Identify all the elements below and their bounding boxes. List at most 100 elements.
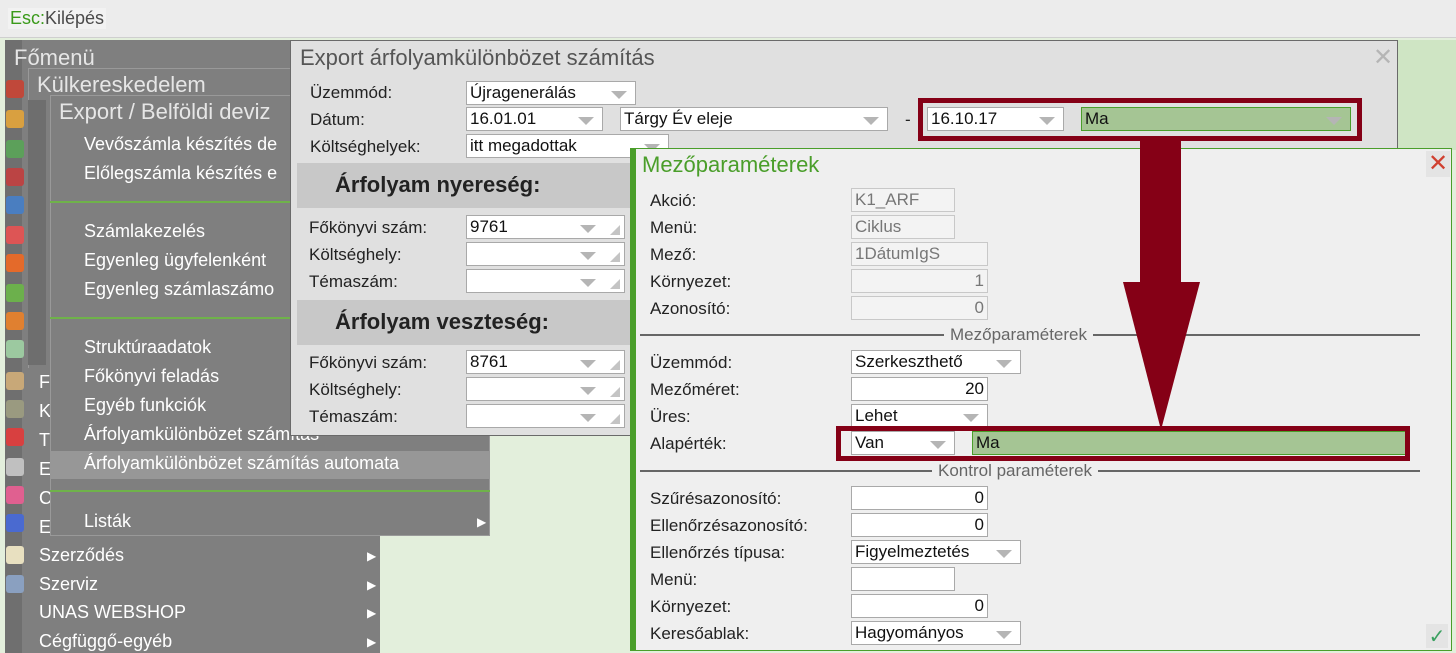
money-icon — [6, 140, 24, 158]
close-icon[interactable]: ✕ — [1373, 44, 1394, 71]
mezomeret-input[interactable]: 20 — [851, 377, 988, 401]
mezo-label: Mező: — [650, 245, 697, 264]
submenu-column — [28, 100, 46, 365]
veszteseg-koltseghely-select[interactable] — [466, 377, 625, 401]
temaszam-label: Témaszám: — [309, 272, 398, 291]
menu-separator — [50, 490, 490, 492]
main-menu-title: Főmenü — [14, 45, 95, 70]
background-area — [1397, 40, 1456, 150]
nyereseg-koltseghely-select[interactable] — [466, 242, 625, 266]
fokonyvi-label: Főkönyvi szám: — [309, 353, 428, 372]
menu-separator — [50, 201, 490, 203]
submenu-item-selected[interactable]: Árfolyamkülönbözet számítás automata — [84, 453, 400, 473]
uzemmod-label: Üzemmód: — [310, 83, 393, 102]
ures-label: Üres: — [650, 407, 691, 426]
tools-icon — [6, 575, 24, 593]
submenu-item-listak[interactable]: Listák — [84, 511, 132, 531]
submenu-item[interactable]: Struktúraadatok — [84, 337, 212, 357]
submenu-item[interactable]: Árfolyamkülönbözet számítás — [84, 424, 320, 444]
dialog-title: Mezőparaméterek — [642, 152, 820, 177]
date-from-select[interactable]: 16.01.01 — [466, 107, 603, 131]
ellenorzesazonosito-input[interactable]: 0 — [851, 513, 988, 537]
person-icon — [6, 486, 24, 504]
section-veszteseg: Árfolyam veszteség: — [297, 300, 630, 345]
book-icon — [6, 254, 24, 272]
keresoablak-select[interactable]: Hagyományos — [851, 621, 1021, 645]
top-bar — [0, 0, 1456, 38]
kornyezet-field: 1 — [851, 269, 988, 293]
close-icon[interactable]: ✕ — [1426, 150, 1450, 177]
submenu-arrow-icon: ▶ — [367, 635, 377, 649]
contract-icon — [6, 546, 24, 564]
kornyezet2-label: Környezet: — [650, 597, 732, 616]
coins-icon — [6, 168, 24, 186]
temaszam-label: Témaszám: — [309, 407, 398, 426]
field-parameters-dialog — [630, 148, 1452, 651]
ures-select[interactable]: Lehet — [851, 404, 988, 428]
submenu-item[interactable]: Vevőszámla készítés de — [84, 134, 278, 154]
main-menu-item[interactable]: E — [39, 517, 52, 537]
uzemmod-select[interactable]: Szerkeszthető — [851, 350, 1021, 374]
submenu-title: Export / Belföldi deviz — [59, 99, 271, 124]
menu-highlight — [50, 451, 490, 479]
menu-label: Menü: — [650, 218, 698, 237]
menu2-input[interactable] — [851, 567, 955, 591]
main-menu-item[interactable]: F — [39, 372, 50, 392]
submenu-item[interactable]: Főkönyvi feladás — [84, 366, 220, 386]
veszteseg-fokonyvi-select[interactable]: 8761 — [466, 350, 625, 374]
basket-icon — [6, 80, 24, 98]
flask-icon — [6, 312, 24, 330]
exit-shortcut[interactable]: Esc:Kilépés — [8, 8, 107, 29]
submenu-item[interactable]: Előlegszámla készítés e — [84, 163, 278, 183]
kornyezet-label: Környezet: — [650, 272, 732, 291]
szuresazonosito-input[interactable]: 0 — [851, 486, 988, 510]
arrow-head — [1123, 282, 1200, 430]
alapertek-label: Alapérték: — [650, 434, 727, 453]
alapertek-value-input[interactable]: Ma — [972, 431, 1405, 455]
uzemmod-select[interactable]: Újragenerálás — [466, 81, 636, 105]
szuresazonosito-label: Szűrésazonosító: — [650, 489, 782, 508]
main-menu-item[interactable]: C — [39, 488, 52, 508]
submenu-item[interactable]: Egyenleg számlaszámo — [84, 279, 275, 299]
nyereseg-temaszam-select[interactable] — [466, 269, 625, 293]
submenu-item[interactable]: Számlakezelés — [84, 221, 206, 241]
nyereseg-fokonyvi-select[interactable]: 9761 — [466, 215, 625, 239]
ellenorzesazonosito-label: Ellenőrzésazonosító: — [650, 516, 808, 535]
alapertek-mode-select[interactable]: Van — [851, 431, 955, 455]
main-menu-item-szerzodes[interactable]: Szerződés — [39, 545, 125, 565]
confirm-check-icon[interactable]: ✓ — [1426, 624, 1448, 648]
exit-label: Kilépés — [45, 8, 105, 28]
akcio-field: K1_ARF — [851, 188, 955, 212]
submenu-item[interactable]: Egyenleg ügyfelenként — [84, 250, 267, 270]
date-dash: - — [905, 110, 911, 129]
main-menu-item-szerviz[interactable]: Szerviz — [39, 574, 99, 594]
main-menu-item-cegfuggo[interactable]: Cégfüggő-egyéb — [39, 631, 173, 651]
section-title: Mezőparaméterek — [944, 325, 1094, 345]
annotation-highlight-box — [836, 426, 1410, 461]
main-menu-item[interactable]: E — [39, 459, 52, 479]
main-menu-item[interactable]: T — [39, 430, 50, 450]
ellenorzes-tipusa-label: Ellenőrzés típusa: — [650, 543, 786, 562]
azonosito-field: 0 — [851, 296, 988, 320]
date-to-preset-select[interactable]: Ma — [1081, 107, 1351, 131]
kornyezet2-input[interactable]: 0 — [851, 594, 988, 618]
cube-icon — [6, 196, 24, 214]
main-menu-item-unas-webshop[interactable]: UNAS WEBSHOP — [39, 602, 187, 622]
submenu-item[interactable]: Egyéb funkciók — [84, 395, 207, 415]
koltseghely-label: Költséghely: — [309, 380, 402, 399]
veszteseg-temaszam-select[interactable] — [466, 404, 625, 428]
annotation-highlight-box — [918, 98, 1362, 141]
ellenorzes-tipusa-select[interactable]: Figyelmeztetés — [851, 540, 1021, 564]
submenu-arrow-icon: ▶ — [477, 515, 487, 529]
main-menu-item[interactable]: K — [39, 401, 52, 421]
submenu-title: Külkereskedelem — [37, 72, 206, 97]
date-to-select[interactable]: 16.10.17 — [927, 107, 1064, 131]
fokonyvi-label: Főkönyvi szám: — [309, 218, 428, 237]
menu-field: Ciklus — [851, 215, 955, 239]
annotation-arrow-icon — [1123, 140, 1200, 430]
date-from-preset-select[interactable]: Tárgy Év eleje — [620, 107, 888, 131]
package-icon — [6, 372, 24, 390]
menu-separator — [50, 317, 490, 319]
datum-label: Dátum: — [310, 110, 365, 129]
keresoablak-label: Keresőablak: — [650, 624, 750, 643]
